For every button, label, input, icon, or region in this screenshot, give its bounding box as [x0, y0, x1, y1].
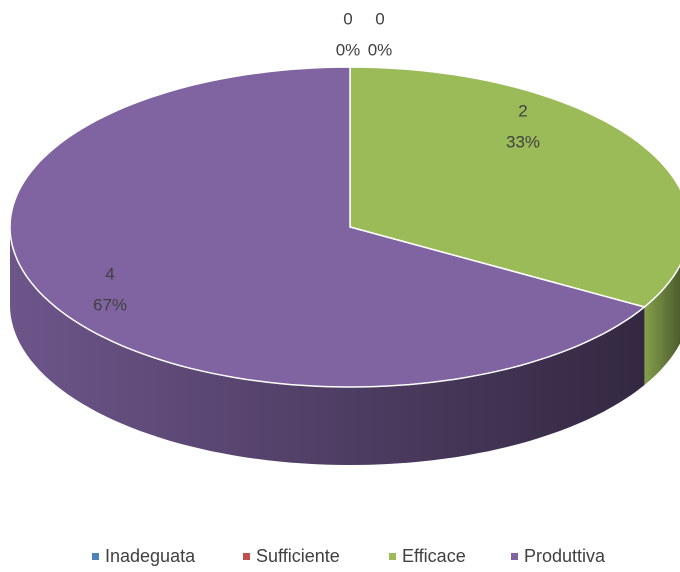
legend-label: Efficace [402, 546, 466, 566]
data-label: 4 [105, 264, 114, 283]
pie [9, 66, 680, 465]
legend-label: Produttiva [524, 546, 606, 566]
side-shade [644, 265, 680, 385]
pie-slice [9, 66, 647, 388]
legend-swatch [92, 553, 99, 560]
data-label-percent: 33% [506, 132, 540, 151]
data-label: 0 [375, 9, 384, 28]
side-shade [10, 227, 645, 465]
pie-slice [349, 66, 680, 308]
legend-swatch [243, 553, 250, 560]
data-label-percent: 67% [93, 295, 127, 314]
data-label-percent: 0% [368, 40, 393, 59]
legend-swatch [511, 553, 518, 560]
legend-label: Sufficiente [256, 546, 340, 566]
legend-swatch [389, 553, 396, 560]
legend: Inadeguata Sufficiente Efficace Produttiva [92, 546, 606, 566]
data-label: 0 [343, 9, 352, 28]
legend-label: Inadeguata [105, 546, 196, 566]
data-label-percent: 0% [336, 40, 361, 59]
data-labels: 0 0% 0 0% 2 33% 4 67% [93, 9, 540, 314]
data-label: 2 [518, 101, 527, 120]
